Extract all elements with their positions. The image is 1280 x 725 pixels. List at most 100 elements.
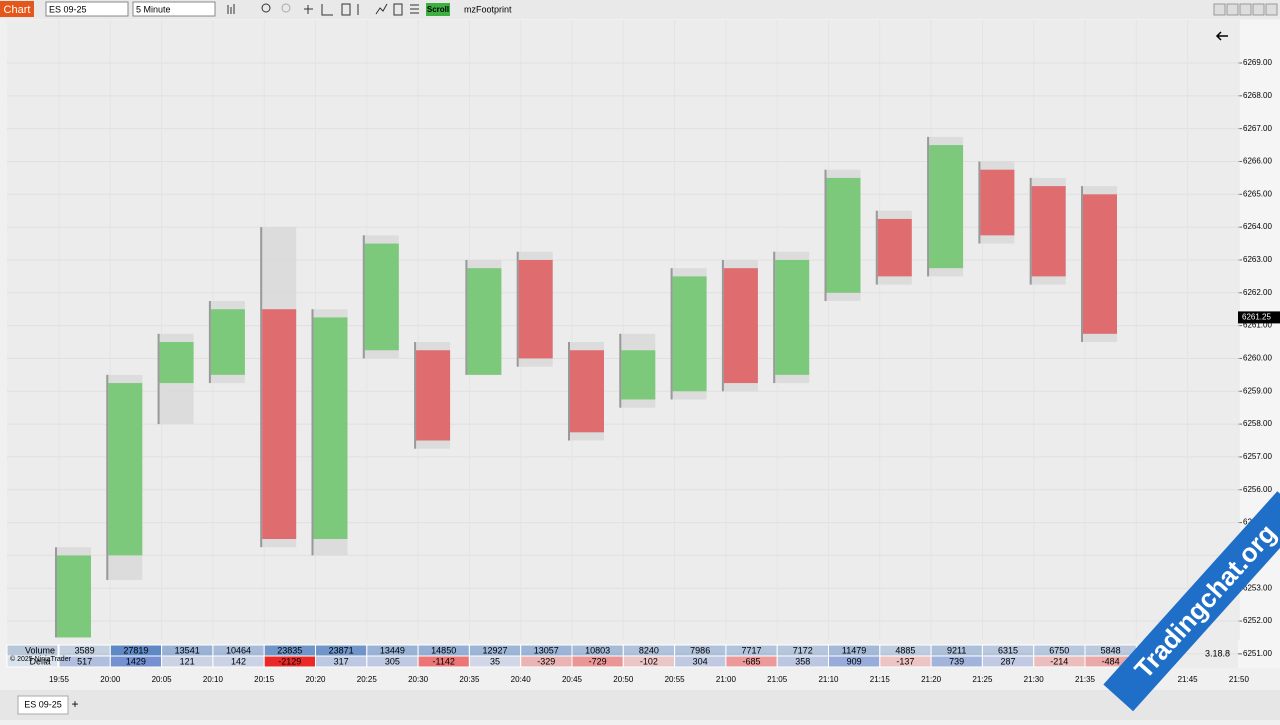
volume-value: 10464 <box>226 645 251 655</box>
footprint-body <box>826 177 861 293</box>
volume-value: 4885 <box>895 645 915 655</box>
delta-value: 517 <box>77 656 92 666</box>
y-tick-label: 6252.00 <box>1243 616 1272 625</box>
delta-value: 142 <box>231 656 246 666</box>
watermark-band <box>1103 491 1280 712</box>
footprint-wick <box>157 333 160 425</box>
volume-value: 23835 <box>277 645 302 655</box>
volume-value: 7717 <box>741 645 761 655</box>
footprint-wick <box>465 259 468 375</box>
back-arrow[interactable] <box>1215 31 1228 41</box>
footprint-body <box>1031 186 1066 277</box>
delta-value: -2129 <box>278 656 301 666</box>
x-tick-label: 20:15 <box>254 675 275 684</box>
delta-value: -214 <box>1050 656 1068 666</box>
volume-value: 8240 <box>639 645 659 655</box>
x-tick-label: 19:55 <box>49 675 70 684</box>
volume-value: 6750 <box>1049 645 1069 655</box>
version: 3.18.8 <box>1205 648 1230 658</box>
y-tick-label: 6259.00 <box>1243 386 1272 395</box>
volume-value: 5848 <box>1101 645 1121 655</box>
volume-value: 9211 <box>947 645 966 655</box>
footprint-body <box>775 259 810 375</box>
copyright: © 2025 NinjaTrader <box>10 655 72 663</box>
delta-value: -484 <box>1102 656 1120 666</box>
volume-value: 6315 <box>998 645 1018 655</box>
footprint-body <box>159 342 194 384</box>
footprint-body <box>877 218 912 277</box>
footprint-wick <box>260 227 263 548</box>
y-tick-label: 6253.00 <box>1243 583 1272 592</box>
delta-label: Delta <box>29 656 50 666</box>
x-tick-label: 20:35 <box>459 675 480 684</box>
volume-value: 3589 <box>75 645 95 655</box>
instrument-select[interactable] <box>45 1 129 17</box>
interval-label: 5 Minute <box>136 4 171 14</box>
y-tick-label: 6257.00 <box>1243 452 1272 461</box>
x-tick-label: 20:05 <box>152 675 173 684</box>
instrument-label: ES 09-25 <box>49 4 87 14</box>
footprint-body <box>570 350 604 433</box>
x-tick-label: 21:35 <box>1075 675 1096 684</box>
x-tick-label: 20:45 <box>562 675 583 684</box>
footprint-body <box>210 309 245 375</box>
delta-value: 304 <box>693 656 708 666</box>
footprint-body <box>929 145 964 269</box>
y-tick-label: 6258.00 <box>1243 419 1272 428</box>
footprint-body <box>364 243 399 351</box>
footprint-wick <box>875 210 878 285</box>
footprint-body <box>980 169 1015 236</box>
add-tab[interactable]: + <box>71 697 78 711</box>
volume-value: 10803 <box>585 645 610 655</box>
delta-header <box>6 655 59 668</box>
y-tick-label: 6269.00 <box>1243 58 1272 67</box>
interval-select[interactable] <box>132 1 216 17</box>
indicator-label: mzFootprint <box>464 4 512 14</box>
delta-value: -137 <box>896 656 914 666</box>
delta-value: -1142 <box>433 656 455 666</box>
delta-value: 1429 <box>126 656 146 666</box>
volume-value: 13449 <box>380 645 405 655</box>
delta-value: -729 <box>589 656 607 666</box>
x-tick-label: 20:10 <box>203 675 224 684</box>
x-tick-label: 20:20 <box>305 675 326 684</box>
volume-value: 7172 <box>793 645 813 655</box>
footprint-wick <box>362 235 365 359</box>
delta-value: 739 <box>949 656 964 666</box>
delta-value: 305 <box>385 656 400 666</box>
scroll-button[interactable] <box>426 3 450 16</box>
tab-bar <box>0 690 1280 720</box>
app-button[interactable] <box>0 1 34 17</box>
delta-value: -102 <box>640 656 658 666</box>
footprint-body <box>1083 194 1117 334</box>
footprint-wick <box>55 547 57 638</box>
delta-value: -685 <box>742 656 760 666</box>
footprint-body <box>108 383 143 556</box>
toolbar-icons[interactable] <box>227 3 419 16</box>
delta-value: 35 <box>490 656 500 666</box>
toolbar <box>0 0 1280 19</box>
volume-value: 7986 <box>690 645 710 655</box>
footprint-body <box>518 259 553 359</box>
x-tick-label: 20:50 <box>613 675 634 684</box>
footprint-wick <box>773 251 776 384</box>
tab[interactable] <box>17 695 69 715</box>
footprint-wick <box>927 136 930 277</box>
window-buttons[interactable] <box>1213 3 1278 16</box>
x-tick-label: 21:15 <box>870 675 891 684</box>
y-tick-label: 6264.00 <box>1243 222 1272 231</box>
x-tick-label: 21:50 <box>1229 675 1250 684</box>
y-tick-label: 6260.00 <box>1243 354 1272 363</box>
footprint-body <box>621 350 656 400</box>
footprint-wick <box>516 251 519 367</box>
volume-value: 13541 <box>175 645 200 655</box>
x-tick-label: 20:00 <box>100 675 121 684</box>
footprint-wick <box>106 374 109 581</box>
delta-value: 287 <box>1000 656 1015 666</box>
tab-label: ES 09-25 <box>24 699 62 709</box>
app-label: Chart <box>4 4 31 16</box>
x-tick-label: 20:40 <box>511 675 532 684</box>
y-tick-label: 6268.00 <box>1243 91 1272 100</box>
x-tick-label: 21:45 <box>1178 675 1199 684</box>
x-tick-label: 21:00 <box>716 675 737 684</box>
